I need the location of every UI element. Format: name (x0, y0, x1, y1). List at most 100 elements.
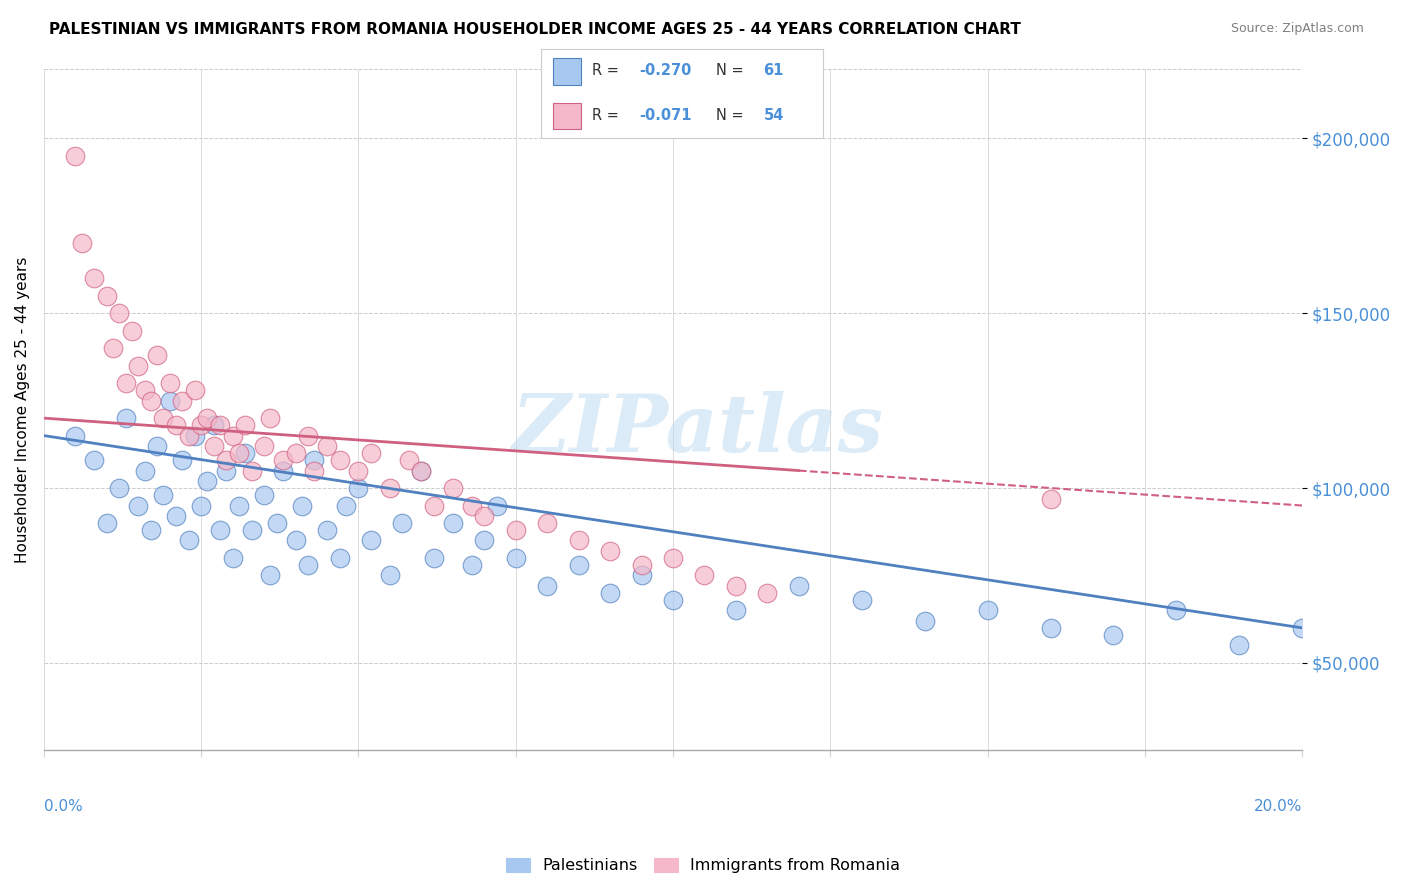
Point (411, 464, 433, 478)
Point (724, 603, 747, 617)
Point (505, 551, 527, 566)
Point (197, 411, 219, 425)
Text: -0.270: -0.270 (640, 63, 692, 78)
Point (599, 544, 621, 558)
Point (127, 359, 149, 373)
Point (139, 523, 162, 537)
Point (259, 411, 281, 425)
Point (172, 453, 194, 467)
Point (472, 508, 495, 523)
Point (360, 533, 382, 548)
Point (662, 593, 685, 607)
Point (976, 603, 998, 617)
Point (472, 533, 495, 548)
Point (297, 428, 319, 442)
Point (914, 614, 936, 628)
Point (146, 348, 169, 362)
FancyBboxPatch shape (553, 103, 581, 129)
Point (96, 516, 118, 530)
Point (215, 464, 238, 478)
Point (134, 464, 156, 478)
Point (83, 271, 105, 285)
Point (233, 418, 256, 433)
Text: R =: R = (592, 108, 623, 122)
Point (146, 439, 169, 453)
Point (347, 481, 370, 495)
Point (159, 376, 181, 391)
Point (184, 383, 207, 397)
Point (134, 383, 156, 397)
Point (398, 453, 420, 467)
Point (177, 533, 200, 548)
Point (536, 516, 558, 530)
Point (209, 418, 232, 433)
Point (114, 376, 136, 391)
Point (271, 453, 294, 467)
Text: 54: 54 (763, 108, 783, 122)
Text: 61: 61 (763, 63, 783, 78)
FancyBboxPatch shape (553, 58, 581, 85)
Point (284, 446, 307, 460)
Point (316, 439, 339, 453)
Point (233, 446, 256, 460)
Point (240, 523, 263, 537)
Point (209, 523, 232, 537)
Point (215, 453, 238, 467)
Point (202, 418, 225, 433)
Point (316, 523, 339, 537)
Point (630, 558, 652, 572)
Point (360, 446, 382, 460)
Point (96, 289, 118, 303)
Point (441, 516, 464, 530)
Point (568, 533, 591, 548)
Point (1227, 639, 1250, 653)
Legend: Palestinians, Immigrants from Romania: Palestinians, Immigrants from Romania (499, 851, 907, 880)
Point (724, 579, 747, 593)
Point (662, 551, 685, 566)
Point (228, 499, 250, 513)
Point (177, 428, 200, 442)
Text: 0.0%: 0.0% (44, 799, 83, 814)
Point (391, 516, 413, 530)
Point (1291, 621, 1313, 635)
Point (172, 393, 194, 408)
Point (630, 568, 652, 582)
Point (423, 499, 446, 513)
Point (65, 428, 87, 442)
Point (114, 411, 136, 425)
Text: PALESTINIAN VS IMMIGRANTS FROM ROMANIA HOUSEHOLDER INCOME AGES 25 - 44 YEARS COR: PALESTINIAN VS IMMIGRANTS FROM ROMANIA H… (49, 22, 1021, 37)
Point (291, 499, 314, 513)
Point (65, 149, 87, 163)
Point (378, 568, 401, 582)
Point (228, 446, 250, 460)
Point (1039, 621, 1062, 635)
Point (165, 418, 187, 433)
Point (304, 464, 326, 478)
Point (693, 568, 716, 582)
Point (139, 393, 162, 408)
Point (423, 551, 446, 566)
Point (253, 488, 276, 502)
Point (271, 464, 294, 478)
Point (101, 341, 124, 355)
Text: 20.0%: 20.0% (1254, 799, 1302, 814)
Point (152, 488, 174, 502)
Text: N =: N = (716, 108, 748, 122)
Text: -0.071: -0.071 (640, 108, 692, 122)
Point (756, 586, 779, 600)
Point (266, 516, 288, 530)
Point (70, 236, 93, 251)
Point (284, 533, 307, 548)
Point (460, 499, 482, 513)
Point (329, 453, 352, 467)
Point (240, 464, 263, 478)
Point (441, 481, 464, 495)
Text: N =: N = (716, 63, 748, 78)
Point (297, 558, 319, 572)
Point (568, 558, 591, 572)
Point (460, 558, 482, 572)
Point (184, 428, 207, 442)
Text: Source: ZipAtlas.com: Source: ZipAtlas.com (1230, 22, 1364, 36)
Point (221, 428, 243, 442)
Point (221, 551, 243, 566)
